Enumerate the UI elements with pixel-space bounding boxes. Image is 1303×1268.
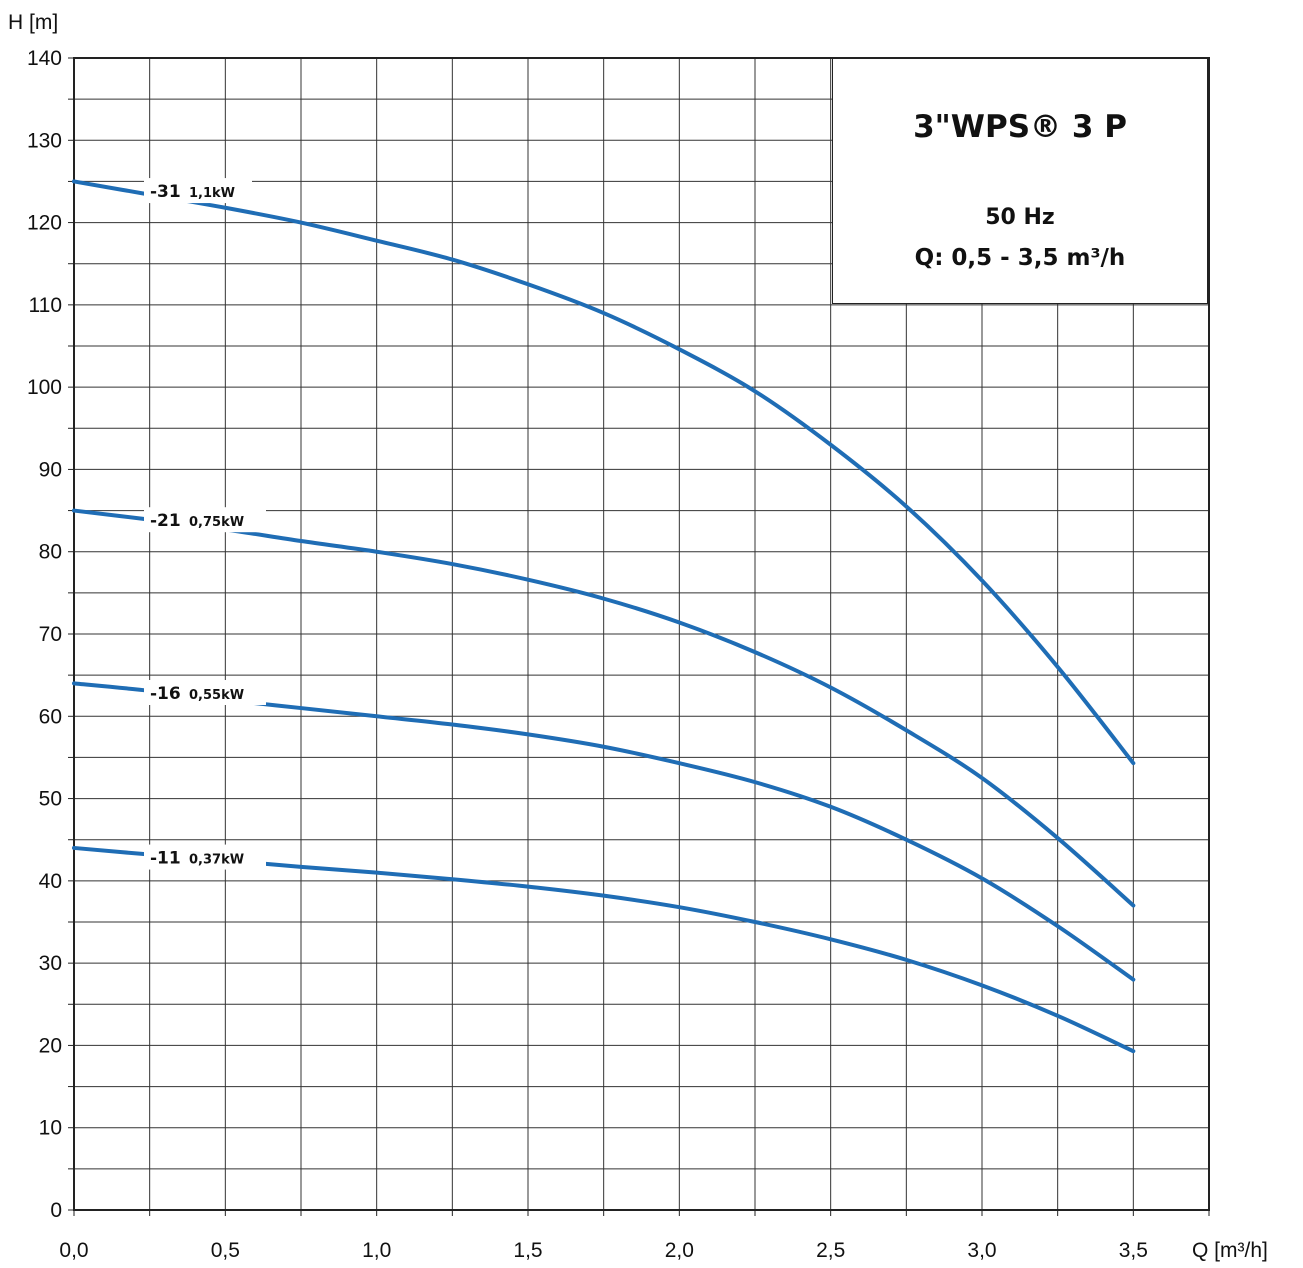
y-tick-label: 40 [39,870,62,893]
x-axis-title: Q [m³/h] [1192,1239,1268,1262]
curve-label-stage: -21 [150,511,181,531]
x-tick-label: 2,0 [665,1239,694,1262]
frequency-label: 50 Hz [985,205,1055,230]
x-tick-label: 1,0 [362,1239,391,1262]
y-tick-label: 30 [39,952,62,975]
curve-stage-31 [72,179,1136,766]
y-tick-label: 70 [39,623,62,646]
y-tick-label: 80 [39,541,62,564]
y-tick-label: 100 [27,376,62,399]
curve-label-power: 1,1kW [189,186,235,201]
curve-labels: -31 1,1kW -21 0,75kW -16 0,55kW -11 0,37kW [144,178,266,870]
curve-label-bg [144,680,266,706]
x-tick-label: 3,0 [967,1239,996,1262]
curve-stage-21 [72,508,1136,908]
y-tick-label: 60 [39,705,62,728]
curve-label-bg [144,178,252,204]
y-tick-label: 90 [39,458,62,481]
curve-label-bg [144,844,266,870]
curve-label-power: 0,75kW [189,515,244,530]
x-tick-label: 0,5 [211,1239,240,1262]
x-tick-label: 2,5 [816,1239,845,1262]
curve-label-stage: -31 [150,182,181,202]
y-tick-label: 50 [39,788,62,811]
y-tick-label: 140 [27,47,62,70]
curve-label-bg [144,507,266,533]
title-box: 3"WPS® 3 P 50 Hz Q: 0,5 - 3,5 m³/h [832,58,1208,304]
tick-labels: 0 10 20 30 40 50 60 70 80 90 100 110 120 130 140 0,0 0,5… [27,47,1148,1262]
y-tick-label: 0 [50,1199,62,1222]
chart-title: 3"WPS® 3 P [913,109,1127,145]
curve-label-power: 0,37kW [189,853,244,868]
x-tick-label: 1,5 [513,1239,542,1262]
y-tick-label: 110 [29,294,62,317]
x-tick-label: 3,5 [1119,1239,1148,1262]
y-tick-label: 20 [39,1034,62,1057]
x-tick-label: 0,0 [59,1239,88,1262]
y-tick-label: 10 [39,1117,62,1140]
curve-label-stage: -11 [150,849,181,869]
y-axis-title: H [m] [8,11,58,34]
curve-label-stage: -16 [150,684,181,704]
flow-range-label: Q: 0,5 - 3,5 m³/h [914,245,1126,271]
y-tick-label: 120 [27,212,62,235]
y-tick-label: 130 [27,129,62,152]
curve-label-power: 0,55kW [189,688,244,703]
